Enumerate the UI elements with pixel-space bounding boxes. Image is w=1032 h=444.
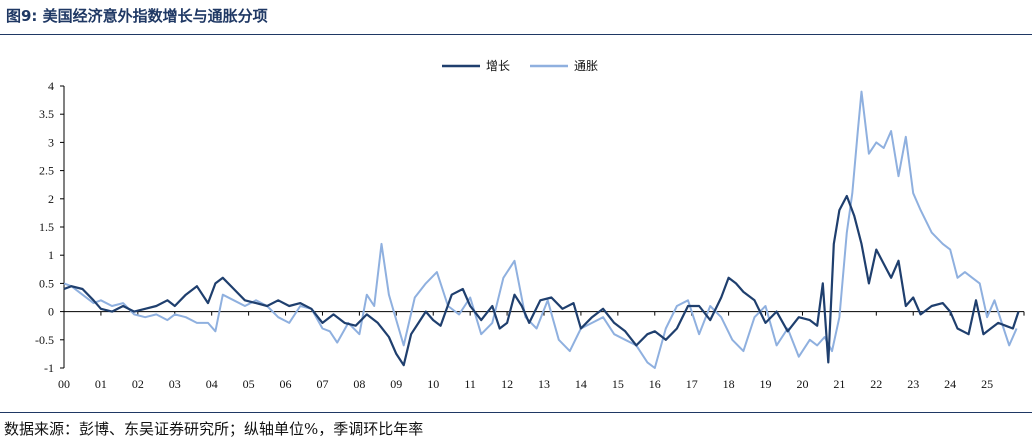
y-tick-label: 0.5: [39, 276, 54, 290]
x-tick-label: 04: [206, 377, 218, 391]
y-axis: 4 3.5 3 2.5 2 1.5 1 0.5 0 -0.5 -1: [35, 79, 65, 375]
x-tick-label: 10: [427, 377, 439, 391]
y-tick-label: 2.5: [39, 164, 54, 178]
series-line-inflation: [63, 90, 1018, 369]
x-tick-label: 13: [538, 377, 550, 391]
y-tick-label: 3.5: [39, 107, 54, 121]
y-tick-label: 4: [48, 79, 54, 93]
y-tick-label: 1.5: [39, 220, 54, 234]
y-tick-label: -1: [44, 361, 54, 375]
x-tick-label: 22: [870, 377, 882, 391]
x-tick-label: 21: [833, 377, 845, 391]
source-note: 数据来源：彭博、东吴证券研究所；纵轴单位%，季调环比年率: [4, 420, 424, 438]
x-tick-label: 00: [58, 377, 70, 391]
bottom-rule: [0, 412, 1032, 413]
x-tick-label: 09: [390, 377, 402, 391]
y-tick-label: 3: [48, 135, 54, 149]
x-tick-label: 18: [723, 377, 735, 391]
series-layer: [63, 90, 1020, 369]
top-rule: [0, 34, 1032, 35]
x-tick-label: 12: [501, 377, 513, 391]
x-tick-label: 14: [575, 377, 587, 391]
x-tick-label: 25: [981, 377, 993, 391]
legend-label: 通胀: [574, 59, 598, 73]
y-tick-label: 1: [48, 248, 54, 262]
x-tick-label: 08: [353, 377, 365, 391]
x-tick-label: 03: [169, 377, 181, 391]
y-tick-label: 0: [48, 305, 54, 319]
x-tick-label: 06: [280, 377, 292, 391]
x-tick-label: 01: [95, 377, 107, 391]
series-line-growth: [63, 194, 1020, 367]
legend: 增长 通胀: [442, 59, 598, 73]
legend-label: 增长: [486, 59, 510, 73]
x-tick-label: 19: [760, 377, 772, 391]
y-tick-label: -0.5: [35, 333, 54, 347]
figure-title: 图9: 美国经济意外指数增长与通胀分项: [6, 7, 268, 25]
x-tick-label: 02: [132, 377, 144, 391]
x-tick-label: 07: [316, 377, 328, 391]
x-tick-label: 16: [649, 377, 661, 391]
x-tick-label: 15: [612, 377, 624, 391]
chart: 4 3.5 3 2.5 2 1.5 1 0.5 0 -0.5 -1 00 01 02 03 04 05 06 07…: [35, 59, 1025, 391]
x-tick-label: 17: [686, 377, 698, 391]
x-tick-label: 05: [243, 377, 255, 391]
y-tick-label: 2: [48, 192, 54, 206]
x-tick-label: 20: [796, 377, 808, 391]
x-tick-label: 11: [464, 377, 476, 391]
x-tick-label: 23: [907, 377, 919, 391]
x-tick-label: 24: [944, 377, 956, 391]
